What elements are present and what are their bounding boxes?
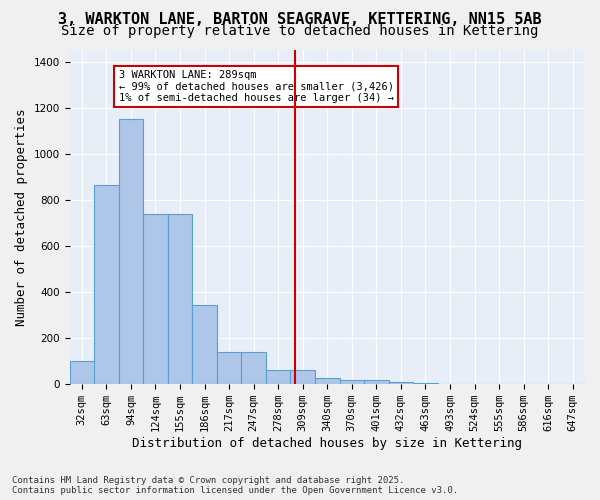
Text: Size of property relative to detached houses in Kettering: Size of property relative to detached ho… [61, 24, 539, 38]
Bar [413, 383, 438, 384]
Bar [266, 370, 290, 384]
Bar [340, 380, 364, 384]
Bar [192, 304, 217, 384]
Bar [94, 185, 119, 384]
Y-axis label: Number of detached properties: Number of detached properties [15, 108, 28, 326]
Bar [70, 361, 94, 384]
Bar [119, 119, 143, 384]
Text: 3 WARKTON LANE: 289sqm
← 99% of detached houses are smaller (3,426)
1% of semi-d: 3 WARKTON LANE: 289sqm ← 99% of detached… [119, 70, 394, 103]
Text: Contains HM Land Registry data © Crown copyright and database right 2025.
Contai: Contains HM Land Registry data © Crown c… [12, 476, 458, 495]
Bar [143, 214, 168, 384]
Bar [168, 214, 192, 384]
X-axis label: Distribution of detached houses by size in Kettering: Distribution of detached houses by size … [132, 437, 522, 450]
Bar [290, 370, 315, 384]
Bar [217, 352, 241, 384]
Bar [315, 378, 340, 384]
Text: 3, WARKTON LANE, BARTON SEAGRAVE, KETTERING, NN15 5AB: 3, WARKTON LANE, BARTON SEAGRAVE, KETTER… [58, 12, 542, 28]
Bar [241, 352, 266, 384]
Bar [389, 382, 413, 384]
Bar [364, 380, 389, 384]
